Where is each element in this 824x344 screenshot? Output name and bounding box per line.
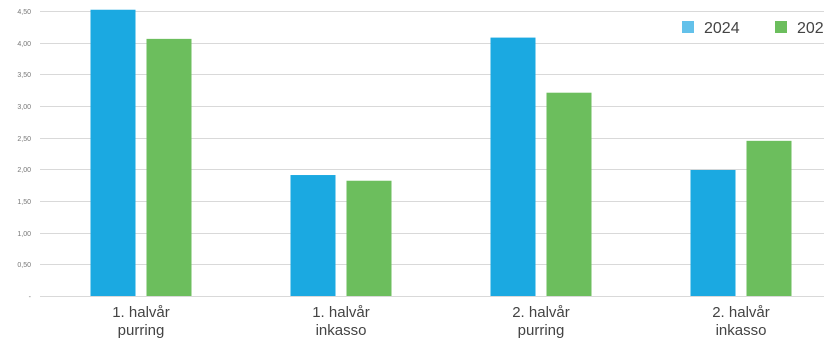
y-tick-label: 0,50 [17, 262, 31, 269]
y-tick-label: 1,00 [17, 231, 31, 238]
legend: 2024 2025 [682, 20, 824, 37]
x-category-label: purring [518, 322, 565, 339]
y-tick-label: 3,50 [17, 72, 31, 79]
y-tick-label: 4,50 [17, 9, 31, 16]
legend-swatch [682, 21, 694, 33]
legend-label: 2025 [797, 20, 824, 37]
x-category-label: inkasso [316, 322, 367, 339]
x-category-label: purring [118, 322, 165, 339]
bars [90, 9, 792, 296]
y-tick-label: 4,00 [17, 41, 31, 48]
x-category-label: 2. halvår [712, 304, 770, 321]
x-category-label: inkasso [716, 322, 767, 339]
x-category-label: 1. halvår [112, 304, 170, 321]
x-category-label: 1. halvår [312, 304, 370, 321]
y-tick-label: 1,50 [17, 199, 31, 206]
y-tick-label: - [29, 294, 32, 301]
bar-2024-2 [490, 37, 536, 296]
y-tick-label: 2,50 [17, 136, 31, 143]
bar-2025-0 [146, 38, 192, 296]
y-tick-label: 2,00 [17, 167, 31, 174]
bar-2024-0 [90, 9, 136, 296]
legend-label: 2024 [704, 20, 740, 37]
y-tick-label: 3,00 [17, 104, 31, 111]
y-axis-tick-labels: - 0,50 1,00 1,50 2,00 2,50 3,00 3,50 4,00 4,50 [17, 9, 31, 301]
legend-swatch [775, 21, 787, 33]
bar-2024-1 [290, 175, 336, 296]
bar-2025-3 [746, 140, 792, 296]
bar-2025-2 [546, 92, 592, 296]
bar-2024-3 [690, 169, 736, 296]
bar-2025-1 [346, 180, 392, 296]
x-category-label: 2. halvår [512, 304, 570, 321]
